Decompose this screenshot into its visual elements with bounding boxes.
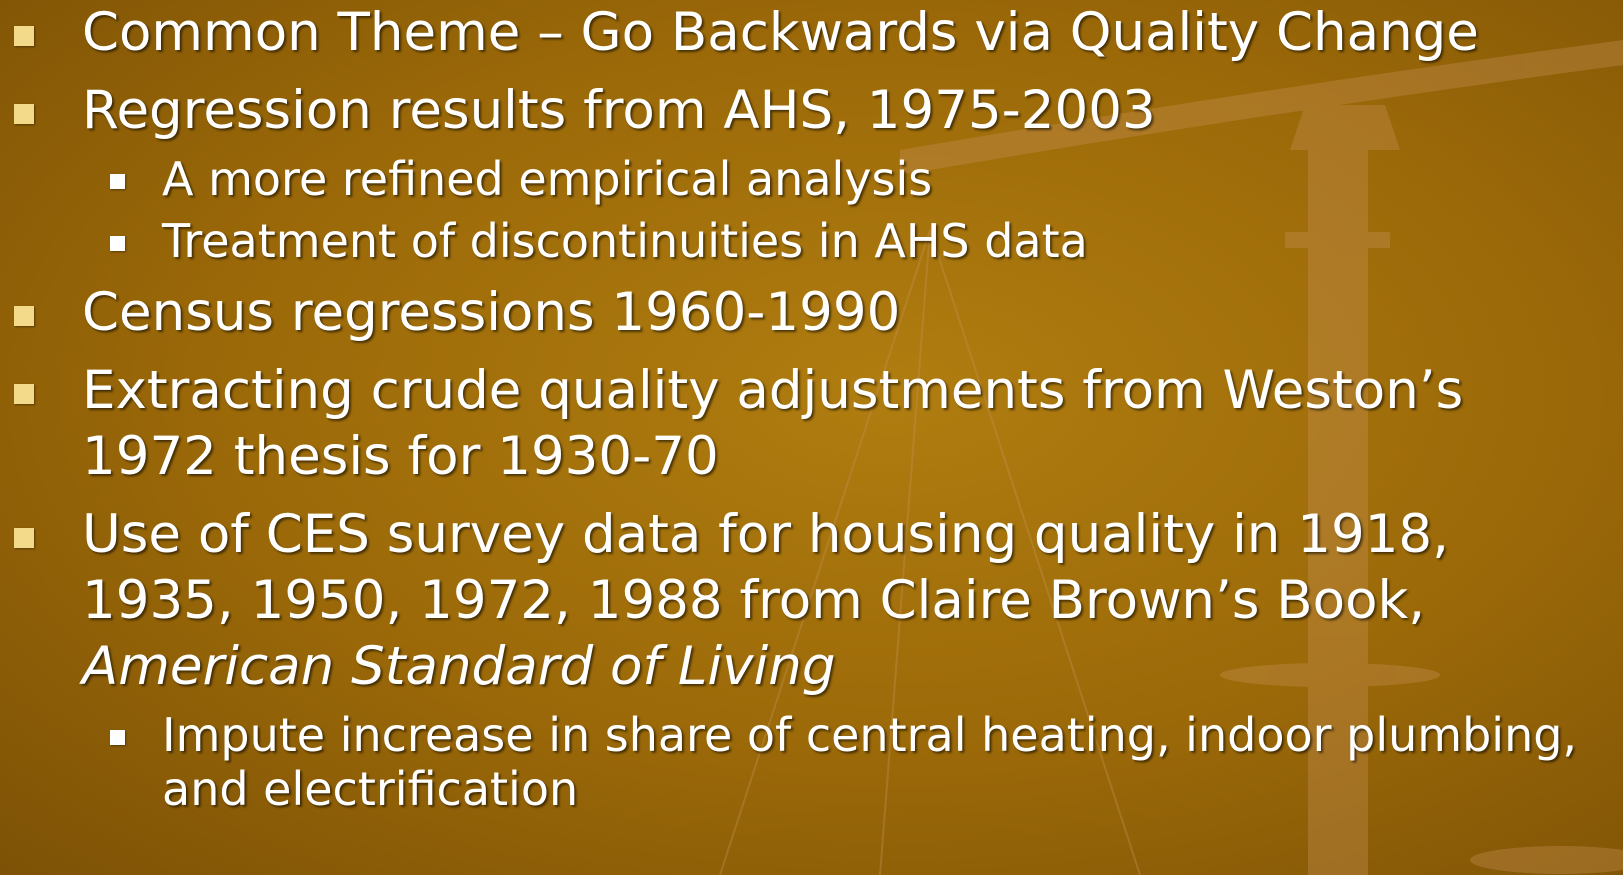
bullet-item: Census regressions 1960-1990	[0, 280, 1532, 346]
bullet-item: Treatment of discontinuities in AHS data	[0, 214, 1602, 268]
bullet-marker	[14, 384, 34, 404]
bullet-item: Impute increase in share of central heat…	[0, 708, 1602, 816]
bullet-marker	[14, 26, 34, 46]
bullet-text: Common Theme – Go Backwards via Quality …	[82, 2, 1479, 63]
bullet-marker	[14, 528, 34, 548]
bullet-marker	[14, 104, 34, 124]
bullet-item: Regression results from AHS, 1975-2003	[0, 78, 1532, 144]
bullet-text: Use of CES survey data for housing quali…	[82, 504, 1449, 631]
bullet-item: Common Theme – Go Backwards via Quality …	[0, 0, 1532, 66]
book-title: American Standard of Living	[82, 636, 836, 697]
bullet-marker	[14, 306, 34, 326]
bullet-marker	[110, 730, 125, 745]
bullet-list: Common Theme – Go Backwards via Quality …	[0, 0, 1602, 816]
bullet-item: A more refined empirical analysis	[0, 152, 1602, 206]
bullet-marker	[110, 236, 125, 251]
bullet-text: Extracting crude quality adjustments fro…	[82, 360, 1464, 487]
bullet-text: A more refined empirical analysis	[162, 152, 933, 206]
bullet-marker	[110, 174, 125, 189]
bullet-text: Treatment of discontinuities in AHS data	[162, 214, 1088, 268]
bullet-text: Impute increase in share of central heat…	[162, 708, 1578, 816]
bullet-text: Regression results from AHS, 1975-2003	[82, 80, 1156, 141]
bullet-item: Extracting crude quality adjustments fro…	[0, 358, 1532, 490]
bullet-item: Use of CES survey data for housing quali…	[0, 502, 1532, 700]
bullet-text: Census regressions 1960-1990	[82, 282, 901, 343]
